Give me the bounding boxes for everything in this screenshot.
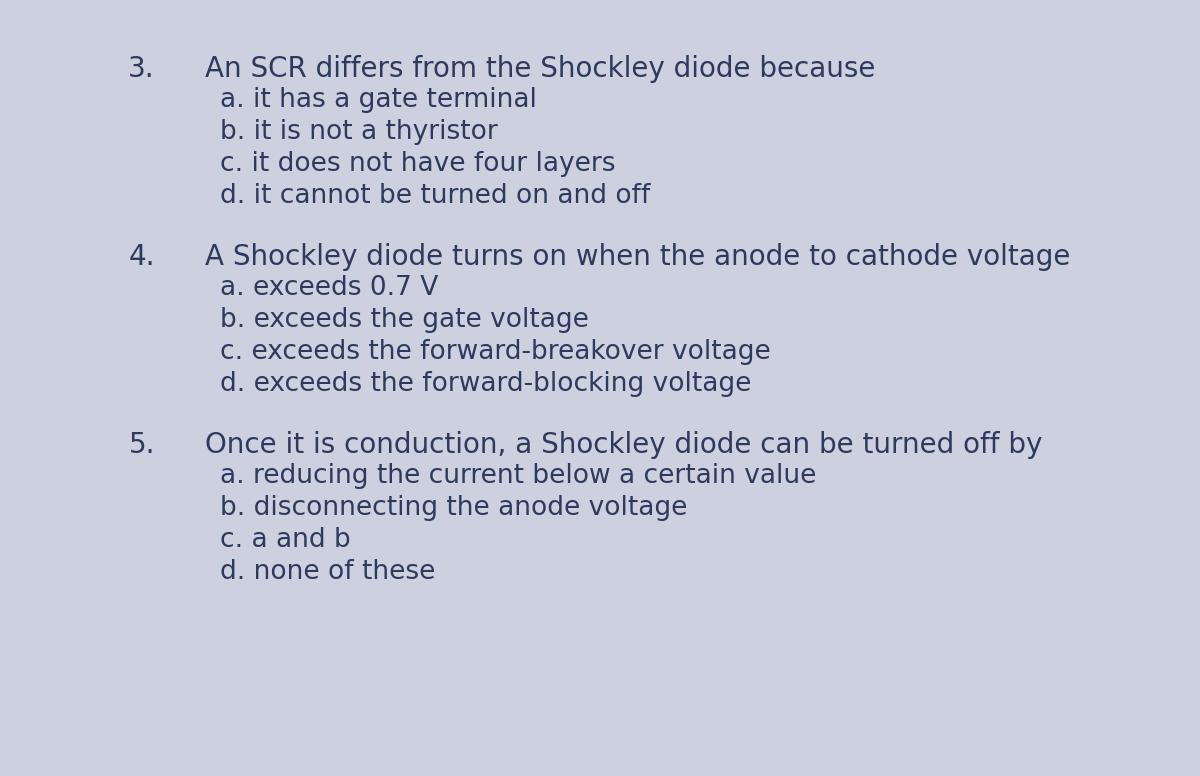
Text: d. it cannot be turned on and off: d. it cannot be turned on and off (220, 183, 650, 209)
Text: Once it is conduction, a Shockley diode can be turned off by: Once it is conduction, a Shockley diode … (205, 431, 1043, 459)
Text: A Shockley diode turns on when the anode to cathode voltage: A Shockley diode turns on when the anode… (205, 243, 1070, 271)
Text: c. a and b: c. a and b (220, 527, 350, 553)
Text: b. it is not a thyristor: b. it is not a thyristor (220, 119, 498, 145)
Text: An SCR differs from the Shockley diode because: An SCR differs from the Shockley diode b… (205, 55, 875, 83)
Text: 3.: 3. (128, 55, 155, 83)
Text: a. it has a gate terminal: a. it has a gate terminal (220, 87, 536, 113)
Text: b. exceeds the gate voltage: b. exceeds the gate voltage (220, 307, 589, 333)
Text: a. exceeds 0.7 V: a. exceeds 0.7 V (220, 275, 438, 301)
Text: d. exceeds the forward-blocking voltage: d. exceeds the forward-blocking voltage (220, 371, 751, 397)
Text: b. disconnecting the anode voltage: b. disconnecting the anode voltage (220, 495, 688, 521)
Text: a. reducing the current below a certain value: a. reducing the current below a certain … (220, 463, 816, 489)
Text: d. none of these: d. none of these (220, 559, 436, 585)
Text: c. it does not have four layers: c. it does not have four layers (220, 151, 616, 177)
Text: c. exceeds the forward-breakover voltage: c. exceeds the forward-breakover voltage (220, 339, 770, 365)
Text: 5.: 5. (128, 431, 155, 459)
Text: 4.: 4. (128, 243, 155, 271)
